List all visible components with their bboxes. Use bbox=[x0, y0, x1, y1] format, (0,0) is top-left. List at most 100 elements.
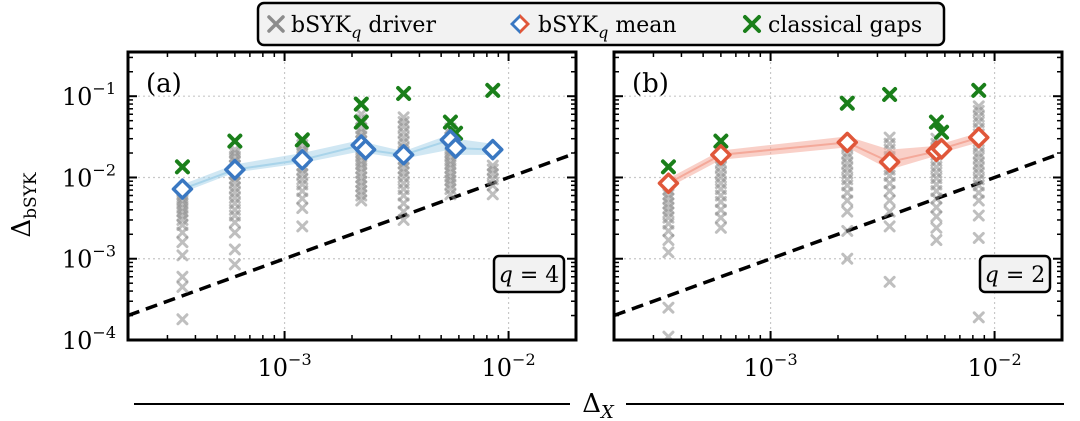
legend-frame bbox=[256, 1, 946, 47]
driver-point bbox=[662, 246, 675, 259]
driver-point bbox=[662, 234, 675, 247]
mean-point bbox=[710, 144, 732, 166]
driver-point bbox=[486, 188, 499, 201]
classical-gap-point bbox=[882, 86, 898, 102]
driver-point bbox=[883, 205, 896, 218]
mean-point bbox=[291, 149, 314, 171]
legend: bSYKq driver bSYKq mean classical gaps bbox=[256, 1, 946, 47]
mean-point bbox=[836, 131, 859, 154]
classical-gap-point bbox=[353, 114, 369, 130]
y-tick-label: 10−3 bbox=[62, 242, 116, 274]
driver-point bbox=[176, 249, 189, 262]
y-tick-label: 10−1 bbox=[62, 79, 116, 111]
mean-point bbox=[444, 137, 467, 159]
driver-point bbox=[296, 202, 309, 215]
legend-classical-label: classical gaps bbox=[768, 13, 922, 38]
x-tick-label: 10−2 bbox=[967, 350, 1021, 382]
driver-point bbox=[972, 100, 985, 113]
driver-point bbox=[355, 126, 368, 139]
panel-label: (a) bbox=[146, 69, 182, 99]
y-tick-label: 10−2 bbox=[62, 160, 116, 192]
reference-line bbox=[128, 151, 576, 318]
ticks bbox=[127, 52, 577, 341]
classical-gap-point bbox=[227, 133, 243, 149]
plot-area bbox=[614, 82, 1062, 340]
driver-point bbox=[841, 252, 854, 265]
classical-gap-point bbox=[971, 82, 987, 98]
ticks bbox=[613, 52, 1063, 341]
legend-driver-marker bbox=[267, 15, 285, 33]
x-tick-label: 10−3 bbox=[257, 350, 311, 382]
driver-point bbox=[397, 205, 410, 218]
q-label-box bbox=[492, 254, 566, 294]
legend-driver-x bbox=[267, 15, 285, 33]
legend-classical-marker bbox=[743, 15, 761, 33]
mean-point bbox=[171, 178, 194, 200]
driver-point bbox=[972, 209, 985, 222]
q-label: q = 4 bbox=[499, 263, 560, 288]
panel-label: (b) bbox=[632, 69, 669, 99]
driver-point bbox=[228, 226, 241, 239]
plot-area bbox=[128, 82, 576, 326]
driver-point bbox=[397, 213, 410, 226]
driver-point bbox=[662, 301, 675, 314]
driver-point bbox=[714, 221, 727, 234]
mean-point bbox=[392, 144, 415, 166]
classical-gap-point bbox=[442, 114, 458, 130]
driver-point bbox=[228, 243, 241, 256]
classical-gap-point bbox=[174, 159, 190, 175]
legend-mean-marker bbox=[510, 14, 530, 34]
mean-point bbox=[224, 158, 246, 181]
panel-b: 10−3 10−2 (b) q = 2 bbox=[612, 50, 1064, 382]
legend-classical-x bbox=[743, 15, 761, 33]
mean-point bbox=[930, 138, 953, 160]
x-tick-label: 10−3 bbox=[743, 350, 797, 382]
reference-line bbox=[614, 151, 1062, 318]
mean-point bbox=[354, 138, 377, 161]
driver-point bbox=[841, 224, 854, 237]
driver-point bbox=[228, 147, 241, 160]
mean-point bbox=[968, 126, 990, 149]
classical-gap-point bbox=[485, 82, 501, 98]
driver-point bbox=[176, 280, 189, 293]
mean-point bbox=[657, 172, 680, 194]
q-label-box bbox=[978, 254, 1052, 294]
classical-gap-point bbox=[839, 95, 855, 111]
driver-point bbox=[296, 220, 309, 233]
driver-point bbox=[486, 159, 499, 172]
driver-point bbox=[883, 220, 896, 233]
x-tick-label: 10−2 bbox=[481, 350, 535, 382]
driver-point bbox=[883, 275, 896, 288]
driver-point bbox=[930, 221, 943, 234]
y-axis-title: ΔbSYK bbox=[7, 172, 41, 238]
driver-point bbox=[176, 270, 189, 283]
driver-point bbox=[176, 236, 189, 249]
legend-driver-label: bSYKq driver bbox=[291, 13, 436, 42]
classical-gap-point bbox=[928, 114, 944, 130]
classical-gap-point bbox=[660, 159, 676, 175]
classical-gap-point bbox=[294, 132, 310, 148]
y-tick-label: 10−4 bbox=[62, 323, 116, 355]
driver-point bbox=[972, 231, 985, 244]
mean-point bbox=[482, 138, 504, 161]
classical-gap-point bbox=[713, 133, 729, 149]
classical-gap-point bbox=[353, 96, 369, 112]
classical-gap-point bbox=[396, 85, 412, 101]
x-axis-title: ΔX bbox=[582, 389, 615, 421]
legend-mean-inner bbox=[514, 18, 526, 30]
classical-gap-point bbox=[934, 124, 950, 140]
driver-point bbox=[883, 131, 896, 144]
driver-point bbox=[397, 111, 410, 124]
axes-frame bbox=[612, 50, 1064, 342]
driver-point bbox=[972, 311, 985, 324]
driver-point bbox=[228, 258, 241, 271]
driver-point bbox=[930, 234, 943, 247]
grid bbox=[614, 52, 1062, 341]
driver-point bbox=[930, 201, 943, 214]
q-label: q = 2 bbox=[985, 263, 1046, 288]
driver-point bbox=[841, 205, 854, 218]
panel-a: 10−3 10−2 10−4 10−3 10−2 10−1 (a) q = 4 bbox=[62, 50, 578, 382]
driver-point bbox=[930, 210, 943, 223]
legend-mean-label: bSYKq mean bbox=[538, 13, 677, 42]
